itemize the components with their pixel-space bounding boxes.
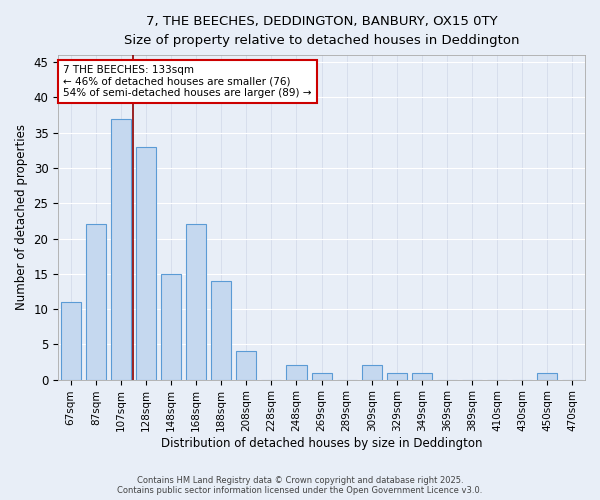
Bar: [236, 352, 256, 380]
Y-axis label: Number of detached properties: Number of detached properties: [15, 124, 28, 310]
Bar: [286, 366, 307, 380]
Bar: [186, 224, 206, 380]
X-axis label: Distribution of detached houses by size in Deddington: Distribution of detached houses by size …: [161, 437, 482, 450]
Bar: [86, 224, 106, 380]
Bar: [111, 118, 131, 380]
Text: 7 THE BEECHES: 133sqm
← 46% of detached houses are smaller (76)
54% of semi-deta: 7 THE BEECHES: 133sqm ← 46% of detached …: [64, 65, 312, 98]
Bar: [161, 274, 181, 380]
Bar: [362, 366, 382, 380]
Text: Contains HM Land Registry data © Crown copyright and database right 2025.
Contai: Contains HM Land Registry data © Crown c…: [118, 476, 482, 495]
Bar: [61, 302, 81, 380]
Bar: [538, 372, 557, 380]
Bar: [136, 147, 156, 380]
Bar: [387, 372, 407, 380]
Bar: [311, 372, 332, 380]
Title: 7, THE BEECHES, DEDDINGTON, BANBURY, OX15 0TY
Size of property relative to detac: 7, THE BEECHES, DEDDINGTON, BANBURY, OX1…: [124, 15, 520, 47]
Bar: [211, 281, 231, 380]
Bar: [412, 372, 432, 380]
